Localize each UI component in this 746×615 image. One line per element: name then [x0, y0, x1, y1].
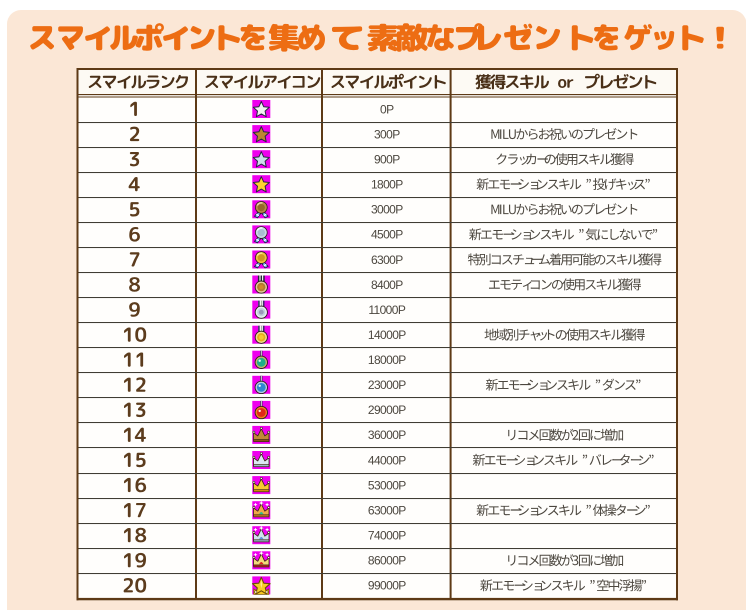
svg-text:8400P: 8400P	[371, 278, 403, 292]
svg-text:900P: 900P	[374, 153, 400, 167]
svg-text:74000P: 74000P	[368, 529, 406, 543]
svg-text:36000P: 36000P	[368, 428, 406, 442]
svg-text:29000P: 29000P	[368, 403, 406, 417]
svg-text:18000P: 18000P	[368, 353, 406, 367]
svg-text:11000P: 11000P	[368, 303, 405, 317]
svg-text:86000P: 86000P	[368, 554, 406, 568]
svg-text:0P: 0P	[380, 102, 394, 116]
svg-text:3000P: 3000P	[371, 203, 403, 217]
svg-text:1800P: 1800P	[371, 178, 403, 192]
svg-text:14000P: 14000P	[368, 328, 406, 342]
svg-text:44000P: 44000P	[368, 453, 406, 467]
svg-text:6300P: 6300P	[371, 253, 403, 267]
svg-text:63000P: 63000P	[368, 504, 406, 518]
svg-text:4500P: 4500P	[371, 228, 403, 242]
svg-text:300P: 300P	[374, 127, 400, 141]
svg-text:53000P: 53000P	[368, 478, 406, 492]
svg-text:99000P: 99000P	[368, 579, 406, 593]
svg-text:23000P: 23000P	[368, 378, 406, 392]
